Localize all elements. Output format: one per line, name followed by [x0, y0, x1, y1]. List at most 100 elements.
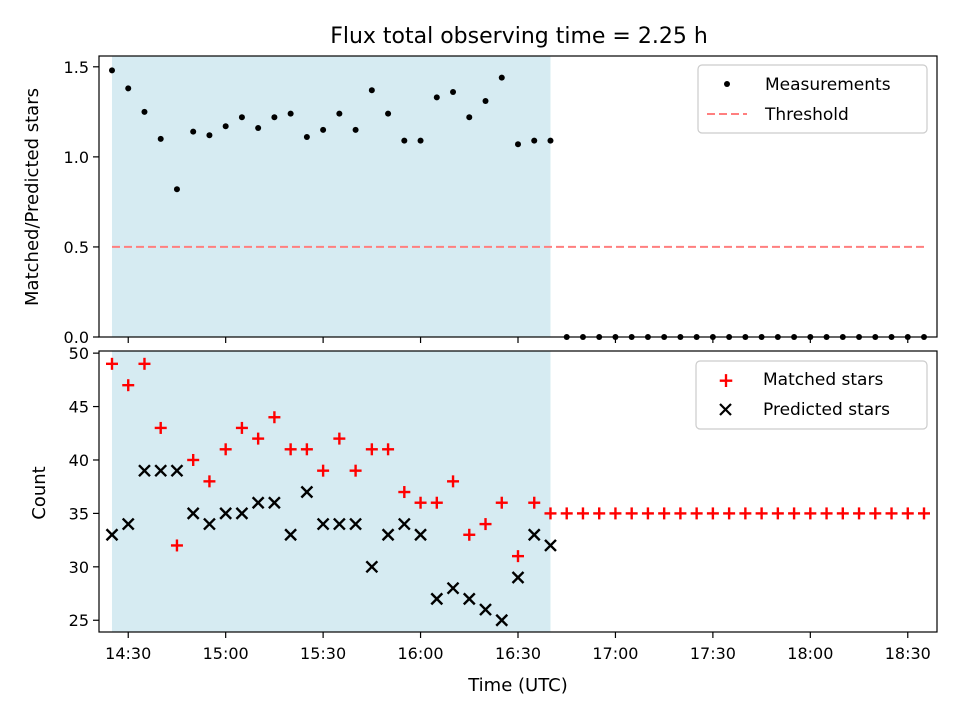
- matched-star-point: [544, 507, 557, 520]
- matched-star-point: [365, 443, 378, 456]
- x-tick-label: 17:00: [592, 644, 638, 663]
- predicted-star-point: [219, 507, 233, 520]
- predicted-star-point: [170, 464, 184, 478]
- matched-star-point: [463, 528, 476, 541]
- matched-star-point: [268, 411, 281, 424]
- matched-star-point: [382, 443, 395, 456]
- predicted-star-point: [235, 507, 249, 520]
- top-plot-frame: [98, 55, 938, 338]
- measurement-point: [271, 114, 278, 121]
- x-tick-label: 17:30: [690, 644, 736, 663]
- top-legend-box: [697, 64, 928, 134]
- measurement-point: [255, 125, 262, 132]
- count-series: [105, 357, 931, 627]
- predicted-star-point: [138, 464, 151, 478]
- bottom-y-axis-label: Count: [29, 466, 50, 519]
- predicted-star-point: [333, 517, 346, 531]
- x-axis-label: Time (UTC): [467, 675, 568, 696]
- matched-star-point: [788, 507, 801, 520]
- matched-star-point: [105, 357, 118, 370]
- matched-star-point: [203, 475, 216, 488]
- matched-star-point: [122, 379, 135, 392]
- matched-star-point: [723, 507, 736, 520]
- x-tick-label: 16:30: [495, 644, 541, 663]
- top-shaded-region: [111, 56, 551, 337]
- legend-threshold-label: Threshold: [764, 105, 849, 125]
- bottom-y-tick-label: 50: [69, 344, 89, 363]
- matched-star-point: [560, 507, 573, 520]
- measurement-point: [108, 67, 115, 74]
- predicted-star-point: [462, 592, 476, 606]
- top-axis-ticks: 0.0 0.5 1.0 1.5: [64, 58, 909, 347]
- matched-star-point: [625, 507, 638, 520]
- measurement-point: [368, 87, 375, 94]
- predicted-star-point: [300, 485, 314, 499]
- matched-star-point: [820, 507, 833, 520]
- measurement-point: [498, 74, 505, 81]
- top-y-tick-label: 0.0: [64, 328, 89, 347]
- matched-star-point: [170, 539, 183, 552]
- matched-star-point: [918, 507, 931, 520]
- x-tick-label: 14:30: [105, 644, 151, 663]
- predicted-star-point: [495, 613, 509, 627]
- predicted-star-point: [284, 528, 297, 542]
- measurement-point: [206, 132, 213, 139]
- measurement-point: [401, 137, 408, 144]
- predicted-star-point: [381, 528, 395, 542]
- predicted-star-point: [186, 507, 200, 520]
- matched-star-point: [333, 432, 346, 445]
- matched-star-point: [235, 421, 248, 434]
- bottom-legend: + Matched stars Predicted stars: [695, 360, 928, 430]
- measurement-point: [531, 137, 538, 144]
- measurement-point: [303, 134, 310, 141]
- predicted-star-point: [251, 496, 265, 510]
- matched-star-point: [398, 486, 411, 499]
- legend-predicted-label: Predicted stars: [763, 400, 890, 420]
- matched-star-point: [804, 507, 817, 520]
- predicted-star-point: [105, 528, 119, 542]
- measurement-point: [287, 110, 294, 117]
- predicted-star-point: [349, 517, 362, 531]
- measurement-point: [173, 186, 180, 193]
- measurement-point: [385, 110, 392, 117]
- matched-star-point: [430, 496, 443, 509]
- top-y-tick-label: 0.5: [64, 238, 89, 257]
- matched-star-point: [138, 357, 151, 370]
- top-panel: 0.0 0.5 1.0 1.5 Matched/Predicted stars Mea…: [22, 55, 938, 347]
- measurement-point: [238, 114, 245, 121]
- measurement-point: [157, 135, 164, 142]
- bottom-y-tick-label: 30: [69, 558, 89, 577]
- matched-star-point: [219, 443, 232, 456]
- measurement-point: [466, 114, 473, 121]
- measurement-point: [417, 137, 424, 144]
- matched-star-point: [447, 475, 460, 488]
- predicted-star-point: [446, 581, 460, 595]
- measurement-point: [482, 98, 489, 105]
- matched-star-point: [853, 507, 866, 520]
- legend-measurements-marker: [724, 81, 730, 87]
- predicted-star-point: [365, 560, 379, 574]
- x-tick-label: 18:00: [787, 644, 833, 663]
- predicted-star-point: [154, 464, 168, 478]
- matched-star-point: [284, 443, 297, 456]
- matched-star-point: [252, 432, 265, 445]
- matched-star-point: [528, 496, 541, 509]
- measurement-point: [125, 85, 132, 92]
- legend-predicted-marker: [719, 403, 732, 416]
- matched-star-point: [755, 507, 768, 520]
- matched-star-point: [300, 443, 313, 456]
- measurement-point: [190, 128, 197, 135]
- matched-star-point: [317, 464, 330, 477]
- predicted-star-point: [121, 517, 135, 531]
- matched-star-point: [690, 507, 703, 520]
- x-tick-label: 18:30: [885, 644, 931, 663]
- top-y-axis-label: Matched/Predicted stars: [22, 88, 43, 306]
- measurement-point: [433, 94, 440, 101]
- matched-star-point: [512, 550, 524, 563]
- legend-matched-marker: +: [718, 368, 735, 392]
- predicted-star-point: [268, 496, 281, 510]
- chart-title: Flux total observing time = 2.25 h: [330, 24, 708, 49]
- matched-star-point: [593, 507, 606, 520]
- matched-star-point: [658, 507, 671, 520]
- bottom-y-tick-label: 25: [69, 611, 89, 630]
